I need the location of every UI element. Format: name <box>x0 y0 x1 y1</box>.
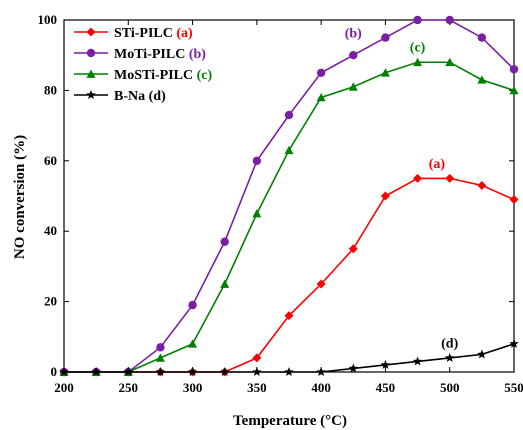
data-point <box>316 367 326 377</box>
data-point <box>188 300 197 310</box>
series-annotation: (c) <box>410 41 426 56</box>
series-group <box>59 15 519 377</box>
data-point <box>123 367 134 377</box>
data-point <box>348 363 359 373</box>
data-point <box>380 68 390 77</box>
data-point <box>59 367 69 377</box>
legend-label: B-Na (d) <box>114 89 166 104</box>
data-point <box>445 15 454 25</box>
x-tick-label: 200 <box>54 380 74 395</box>
y-tick-label: 40 <box>44 223 57 238</box>
data-point <box>284 367 294 377</box>
data-point <box>509 338 519 348</box>
data-point <box>444 352 455 362</box>
data-point <box>509 195 519 205</box>
data-point <box>155 367 166 377</box>
data-point <box>284 110 294 120</box>
data-point <box>252 209 262 218</box>
y-tick-label: 80 <box>44 82 57 97</box>
x-tick-label: 250 <box>119 380 139 395</box>
x-axis-label: Temperature (°C) <box>233 413 347 429</box>
x-tick-label: 550 <box>504 380 523 395</box>
data-point <box>348 244 358 254</box>
series-annotation: (b) <box>345 27 362 42</box>
data-point <box>219 367 230 377</box>
data-point <box>413 173 423 183</box>
data-point <box>477 349 487 359</box>
data-point <box>413 57 423 67</box>
data-point <box>284 145 294 155</box>
legend-item: B-Na (d) <box>74 89 166 104</box>
data-point <box>316 92 326 102</box>
data-point <box>348 82 358 91</box>
series-annotation: (d) <box>441 336 458 351</box>
legend-label: MoSTi-PILC (c) <box>114 68 212 83</box>
data-point <box>155 353 165 362</box>
data-point <box>380 359 391 370</box>
x-tick-label: 450 <box>376 380 396 395</box>
data-point <box>316 68 326 78</box>
y-axis: 0 20 40 60 80 100 <box>38 12 514 379</box>
legend-item: STi-PILC (a) <box>74 26 193 41</box>
data-point <box>381 33 390 42</box>
annotation-group: (a) (b) (c) (d) <box>345 27 459 352</box>
x-tick-label: 400 <box>311 380 331 395</box>
data-point <box>413 15 422 25</box>
data-point <box>220 237 229 246</box>
x-tick-label: 500 <box>440 380 460 395</box>
data-point <box>477 75 487 84</box>
data-point <box>284 311 294 321</box>
data-point <box>445 57 455 67</box>
data-point <box>316 279 326 289</box>
data-point <box>187 367 198 377</box>
legend-item: MoTi-PILC (b) <box>74 47 206 62</box>
data-point <box>445 173 455 183</box>
data-point <box>252 367 262 377</box>
data-point <box>477 33 487 42</box>
y-tick-label: 60 <box>44 153 57 168</box>
data-point <box>252 353 262 363</box>
series-annotation: (a) <box>429 157 446 172</box>
data-point <box>509 85 519 95</box>
y-tick-label: 0 <box>51 364 58 379</box>
series-line <box>64 61 515 373</box>
series-b-na <box>59 338 519 377</box>
data-point <box>188 339 198 348</box>
legend-marker <box>86 90 96 100</box>
data-point <box>412 356 423 366</box>
x-tick-label: 300 <box>183 380 203 395</box>
data-point <box>477 180 487 190</box>
legend-marker <box>86 48 96 58</box>
y-tick-label: 100 <box>38 12 58 27</box>
y-axis-label: NO conversion (%) <box>12 135 28 259</box>
data-point <box>252 156 262 165</box>
data-point <box>156 343 165 352</box>
legend-item: MoSTi-PILC (c) <box>74 68 212 83</box>
data-point <box>91 367 101 377</box>
data-point <box>349 51 358 60</box>
data-point <box>220 279 230 288</box>
legend-marker <box>86 27 96 37</box>
legend: STi-PILC (a) MoTi-PILC (b) MoSTi-PILC (c) B… <box>74 26 212 104</box>
series-mosti-pilc <box>59 57 519 376</box>
y-tick-label: 20 <box>44 294 57 309</box>
legend-marker <box>86 69 96 78</box>
x-tick-label: 350 <box>247 380 267 395</box>
legend-label: STi-PILC (a) <box>114 26 193 41</box>
data-point <box>380 191 390 201</box>
data-point <box>509 65 519 74</box>
legend-label: MoTi-PILC (b) <box>114 47 206 62</box>
